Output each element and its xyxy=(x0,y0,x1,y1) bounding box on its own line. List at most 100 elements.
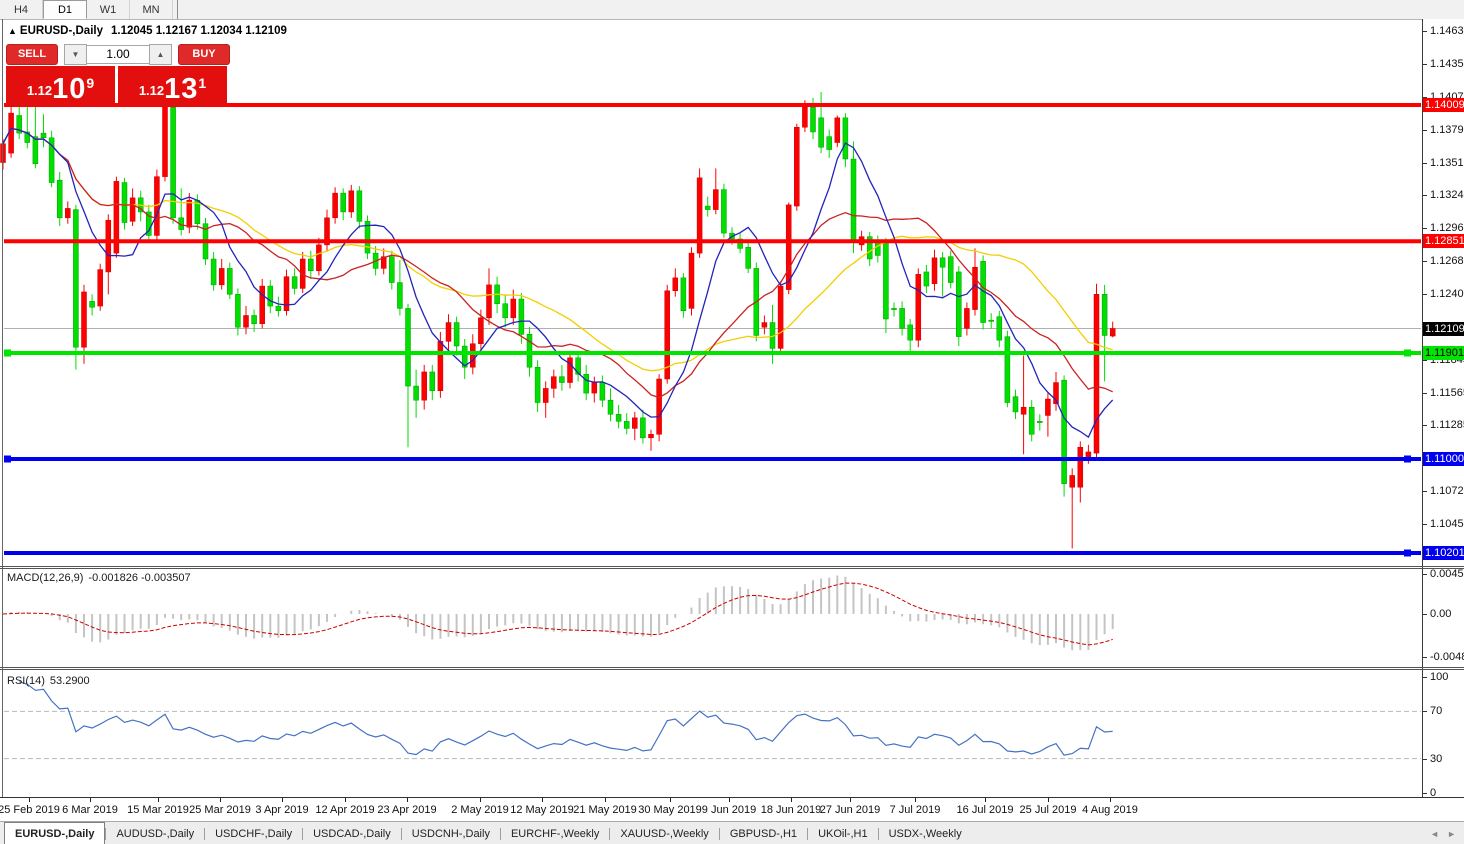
buy-price-box[interactable]: 1.12 13 1 xyxy=(118,66,227,106)
price-tick-label: 1.13515 xyxy=(1430,157,1464,170)
symbol-tab-usdx-weekly[interactable]: USDX-,Weekly xyxy=(888,827,962,840)
candle-body xyxy=(988,319,994,322)
candle-body xyxy=(405,308,411,387)
pane-divider-macd-top-1[interactable] xyxy=(0,566,1464,567)
candle-body xyxy=(672,277,679,292)
symbol-tab-eurchf-weekly[interactable]: EURCHF-,Weekly xyxy=(510,827,600,840)
line-handle-right[interactable] xyxy=(1404,349,1411,357)
candle-body xyxy=(1093,294,1100,454)
symbol-tab-xauusd-weekly[interactable]: XAUUSD-,Weekly xyxy=(620,827,709,840)
candle-body xyxy=(356,190,363,222)
chart-canvas[interactable] xyxy=(0,19,1464,798)
pane-divider-macd-top-2[interactable] xyxy=(0,568,1464,569)
candle-body xyxy=(275,305,282,312)
date-label: 3 Apr 2019 xyxy=(255,804,309,816)
tab-separator xyxy=(302,827,304,840)
price-label-resistance-upper: 1.14009 xyxy=(1423,98,1464,112)
price-tick xyxy=(1423,523,1427,525)
date-axis-divider xyxy=(0,797,1464,798)
candle-body xyxy=(210,258,217,286)
candle-body xyxy=(316,244,322,272)
candle-body xyxy=(16,115,22,134)
date-label: 23 Apr 2019 xyxy=(377,804,437,816)
symbol-tab-usdcad-daily[interactable]: USDCAD-,Daily xyxy=(313,827,391,840)
symbol-tab-usdchf-daily[interactable]: USDCHF-,Daily xyxy=(215,827,293,840)
candle-body xyxy=(267,285,274,307)
candle-body xyxy=(1085,451,1092,457)
volume-decrease-button[interactable]: ▼ xyxy=(64,43,87,65)
candle-body xyxy=(470,343,476,368)
macd-indicator-label: MACD(12,26,9) -0.001826 -0.003507 xyxy=(7,572,191,584)
candle-body xyxy=(8,112,14,154)
date-label: 30 May 2019 xyxy=(638,804,702,816)
candle-body xyxy=(89,301,95,308)
candle-body xyxy=(777,285,784,349)
date-tick xyxy=(282,798,283,802)
candle-body xyxy=(737,238,743,249)
date-label: 2 May 2019 xyxy=(451,804,509,816)
candle-body xyxy=(186,199,193,228)
candle-body xyxy=(380,256,387,269)
candle-body xyxy=(1069,475,1075,488)
candle-body xyxy=(794,126,800,207)
symbol-tab-eurusd-daily[interactable]: EURUSD-,Daily xyxy=(4,822,106,844)
candle-body xyxy=(65,208,71,219)
tab-separator xyxy=(807,827,809,840)
price-tick xyxy=(1423,195,1427,197)
line-handle-right[interactable] xyxy=(1404,549,1411,557)
candle-body xyxy=(656,378,662,435)
line-handle-right[interactable] xyxy=(1404,455,1411,463)
price-axis[interactable]: 1.146351.143551.140751.137951.135151.132… xyxy=(1422,19,1464,799)
candle-body xyxy=(437,341,444,392)
symbol-period-label: EURUSD-,Daily xyxy=(19,25,103,37)
buy-button[interactable]: BUY xyxy=(178,43,230,65)
symbol-tab-usdcnh-daily[interactable]: USDCNH-,Daily xyxy=(411,827,490,840)
symbol-tab-audusd-daily[interactable]: AUDUSD-,Daily xyxy=(116,827,195,840)
timeframe-toolbar: H4 D1 W1 MN xyxy=(0,0,1464,20)
tab-separator xyxy=(105,827,107,840)
symbol-tab-ukoil-h1[interactable]: UKOil-,H1 xyxy=(818,827,868,840)
candle-body xyxy=(129,197,136,222)
date-label: 4 Aug 2019 xyxy=(1082,804,1138,816)
one-click-trading-widget: SELL ▼ 1.00 ▲ BUY 1.12 10 9 1.12 13 1 xyxy=(6,43,230,106)
candle-body xyxy=(1012,396,1019,413)
candle-body xyxy=(899,308,905,329)
pane-divider-rsi-top-1[interactable] xyxy=(0,667,1464,668)
symbol-tab-gbpusd-h1[interactable]: GBPUSD-,H1 xyxy=(729,827,798,840)
timeframe-button-H4[interactable]: H4 xyxy=(0,0,43,19)
candle-body xyxy=(364,221,371,254)
macd-tick-label: -0.004806 xyxy=(1430,650,1464,663)
date-tick xyxy=(670,798,671,802)
candle-body xyxy=(923,271,930,287)
candle-body xyxy=(607,399,614,415)
timeframe-button-W1[interactable]: W1 xyxy=(87,0,130,19)
line-handle-left[interactable] xyxy=(4,349,11,357)
candle-body xyxy=(348,190,355,213)
date-tick xyxy=(29,798,30,802)
tab-scroll-right-icon[interactable]: ► xyxy=(1447,828,1456,839)
candle-body xyxy=(842,117,849,160)
timeframe-button-D1[interactable]: D1 xyxy=(43,0,87,19)
sell-button[interactable]: SELL xyxy=(6,43,58,65)
price-tick-label: 1.11565 xyxy=(1430,386,1464,399)
price-tick xyxy=(1423,491,1427,493)
candle-body xyxy=(146,211,152,236)
date-tick xyxy=(791,798,792,802)
price-tick xyxy=(1423,425,1427,427)
volume-input[interactable]: 1.00 xyxy=(87,44,149,64)
candle-body xyxy=(785,204,792,290)
pane-divider-rsi-top-2[interactable] xyxy=(0,669,1464,670)
line-handle-left[interactable] xyxy=(4,455,11,463)
candle-body xyxy=(56,179,63,219)
candle-body xyxy=(956,271,962,337)
candle-body xyxy=(453,322,460,347)
sell-price-box[interactable]: 1.12 10 9 xyxy=(6,66,115,106)
volume-increase-button[interactable]: ▲ xyxy=(149,43,172,65)
date-axis[interactable]: 25 Feb 2019 6 Mar 2019 15 Mar 2019 25 Mar 2… xyxy=(0,798,1464,821)
candle-body xyxy=(283,276,290,312)
tab-scroll-left-icon[interactable]: ◄ xyxy=(1430,828,1440,839)
collapse-triangle-icon[interactable]: ▲ xyxy=(8,26,17,36)
candle-body xyxy=(567,357,573,383)
timeframe-button-MN[interactable]: MN xyxy=(130,0,173,19)
candle-body xyxy=(429,371,436,392)
